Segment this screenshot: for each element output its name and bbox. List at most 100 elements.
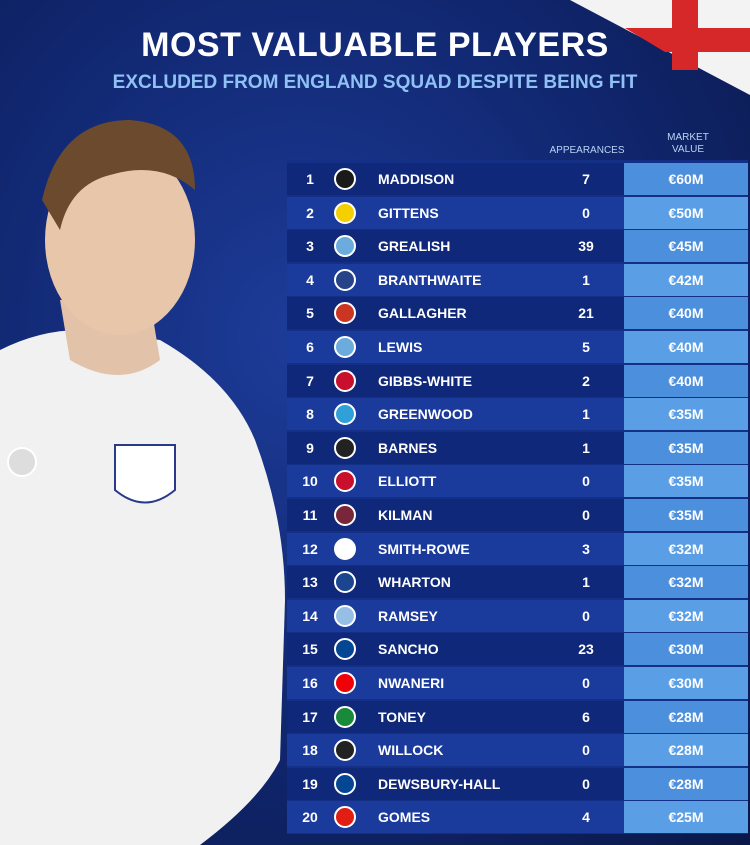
- title: MOST VALUABLE PLAYERS: [141, 26, 609, 64]
- market-value: €40M: [624, 364, 748, 397]
- player-shirt: [0, 330, 285, 845]
- club-badge: [334, 268, 356, 291]
- market-value: €30M: [624, 667, 748, 699]
- player-name: BRANTHWAITE: [378, 271, 482, 288]
- appearances: 1: [582, 574, 590, 591]
- rank: 18: [302, 742, 318, 759]
- appearances: 0: [582, 742, 590, 759]
- club-badge: [334, 672, 356, 694]
- club-badge: [334, 638, 356, 661]
- player-name: DEWSBURY-HALL: [378, 775, 501, 792]
- subtitle: EXCLUDED FROM ENGLAND SQUAD DESPITE BEIN…: [112, 72, 638, 93]
- player-name: WILLOCK: [378, 742, 444, 759]
- market-value: €32M: [624, 599, 748, 632]
- club-badge: [334, 403, 356, 426]
- player-name: ELLIOTT: [378, 473, 437, 490]
- rank: 16: [302, 675, 318, 691]
- market-value: €28M: [624, 767, 748, 800]
- player-name: GITTENS: [378, 204, 439, 221]
- table-row: 19 DEWSBURY-HALL 0 €28M: [287, 767, 748, 800]
- player-name: LEWIS: [378, 339, 423, 355]
- rank: 1: [306, 171, 314, 187]
- market-value: €35M: [624, 431, 748, 464]
- rank: 20: [302, 809, 318, 826]
- table-row: 2 GITTENS 0 €50M: [287, 196, 748, 229]
- rank: 14: [302, 607, 318, 624]
- club-badge: [334, 470, 356, 493]
- player-name: TONEY: [378, 708, 426, 725]
- market-value: €40M: [624, 331, 748, 363]
- flag-cross: [625, 28, 750, 52]
- club-badge: [334, 504, 356, 526]
- appearances: 39: [578, 238, 594, 255]
- market-value: €45M: [624, 230, 748, 263]
- appearances: 0: [582, 607, 590, 624]
- rank: 4: [306, 271, 314, 288]
- market-value: €25M: [624, 801, 748, 834]
- rank: 5: [306, 305, 314, 322]
- player-name: GREENWOOD: [378, 406, 473, 423]
- player-name: MADDISON: [378, 171, 455, 187]
- table-row: 17 TONEY 6 €28M: [287, 700, 748, 733]
- rank: 17: [302, 708, 318, 725]
- market-value: €32M: [624, 532, 748, 565]
- club-badge: [334, 537, 356, 560]
- club-badge: [334, 436, 356, 459]
- club-badge: [334, 571, 356, 594]
- appearances: 6: [582, 708, 590, 725]
- player-name: SMITH-ROWE: [378, 540, 470, 557]
- player-name: BARNES: [378, 439, 438, 456]
- table-row: 13 WHARTON 1 €32M: [287, 566, 748, 599]
- player-name: KILMAN: [378, 507, 433, 523]
- rank: 8: [306, 406, 314, 423]
- player-name: NWANERI: [378, 675, 445, 691]
- club-badge: [334, 336, 356, 358]
- table-row: 8 GREENWOOD 1 €35M: [287, 398, 748, 431]
- market-value: €35M: [624, 499, 748, 531]
- table-row: 16 NWANERI 0 €30M: [287, 667, 748, 699]
- player-head: [45, 145, 195, 335]
- table-row: 3 GREALISH 39 €45M: [287, 230, 748, 263]
- club-badge: [334, 369, 356, 392]
- rank: 15: [302, 641, 318, 658]
- rank: 3: [306, 238, 314, 255]
- rank: 2: [306, 204, 314, 221]
- table-row: 18 WILLOCK 0 €28M: [287, 734, 748, 767]
- table-row: 6 LEWIS 5 €40M: [287, 331, 748, 363]
- table-row: 5 GALLAGHER 21 €40M: [287, 297, 748, 330]
- club-badge: [334, 168, 356, 190]
- appearances: 2: [582, 372, 590, 389]
- market-value: €28M: [624, 734, 748, 767]
- rank: 13: [302, 574, 318, 591]
- appearances: 0: [582, 204, 590, 221]
- appearances: 0: [582, 507, 590, 523]
- column-header: MARKET VALUE: [667, 132, 709, 155]
- england-crest: [114, 444, 176, 504]
- club-badge: [334, 201, 356, 224]
- market-value: €60M: [624, 163, 748, 195]
- rank: 9: [306, 439, 314, 456]
- appearances: 1: [582, 439, 590, 456]
- club-badge: [334, 302, 356, 325]
- column-header: APPEARANCES: [549, 145, 625, 156]
- player-name: GREALISH: [378, 238, 451, 255]
- table-row: 4 BRANTHWAITE 1 €42M: [287, 263, 748, 296]
- club-badge: [334, 604, 356, 627]
- market-value: €40M: [624, 297, 748, 330]
- club-badge: [334, 705, 356, 728]
- market-value: €35M: [624, 465, 748, 498]
- rank: 12: [302, 540, 318, 557]
- market-value: €42M: [624, 263, 748, 296]
- carousel-button[interactable]: [7, 447, 37, 477]
- market-value: €28M: [624, 700, 748, 733]
- rank: 6: [306, 339, 314, 355]
- table-row: 1 MADDISON 7 €60M: [287, 163, 748, 195]
- appearances: 1: [582, 406, 590, 423]
- appearances: 0: [582, 775, 590, 792]
- table-row: 7 GIBBS-WHITE 2 €40M: [287, 364, 748, 397]
- market-value: €32M: [624, 566, 748, 599]
- appearances: 7: [582, 171, 590, 187]
- appearances: 1: [582, 271, 590, 288]
- rank: 11: [302, 507, 318, 523]
